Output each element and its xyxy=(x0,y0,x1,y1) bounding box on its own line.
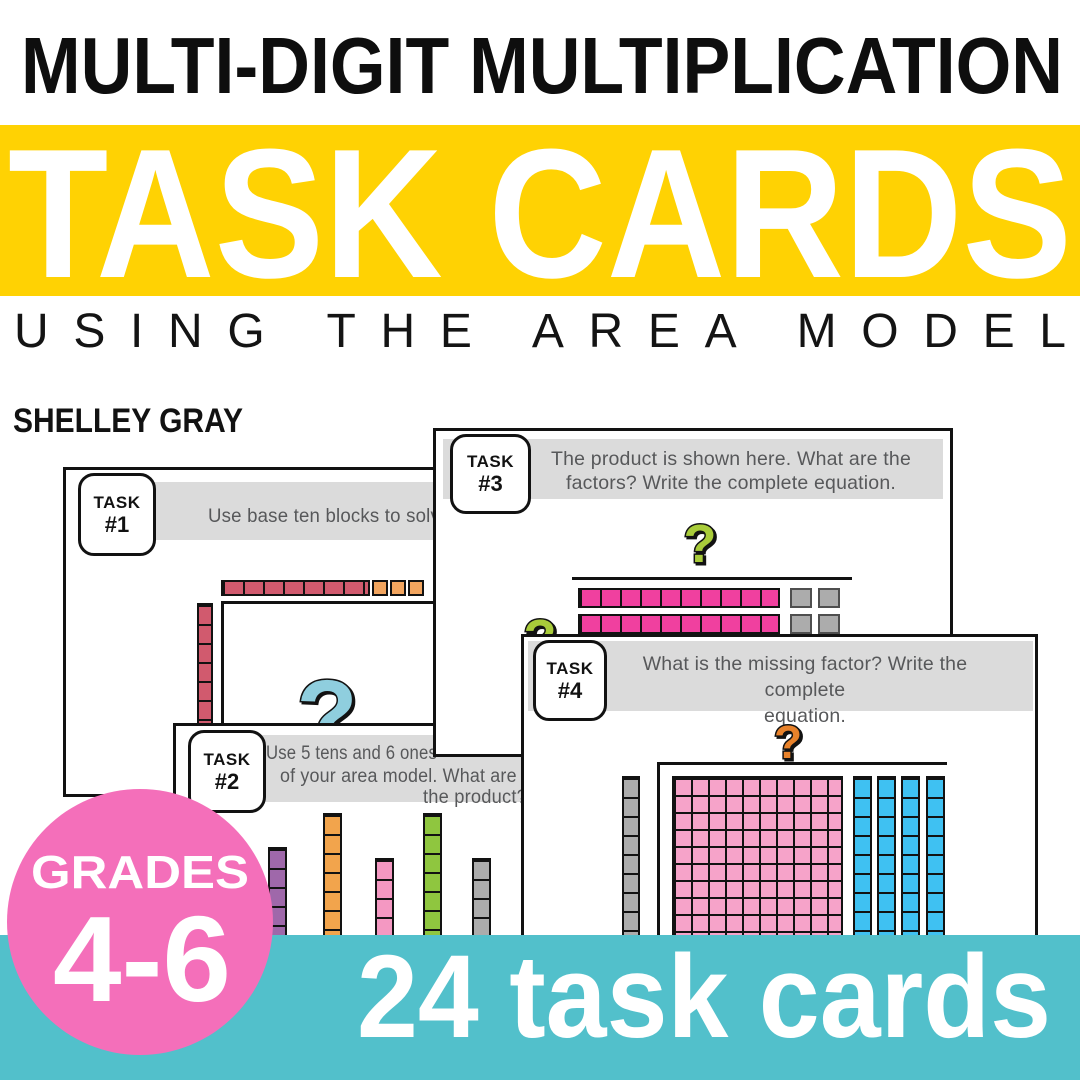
card1-badge-label: TASK xyxy=(93,492,141,512)
question-mark-icon: ? xyxy=(682,513,718,576)
main-title: TASK CARDS xyxy=(8,110,1072,316)
area-model-left-line xyxy=(657,762,660,992)
base-ten-unit-gray xyxy=(818,614,840,634)
card4-prompt: What is the missing factor? Write the co… xyxy=(610,651,1000,729)
base-ten-rod-orange xyxy=(323,813,342,967)
base-ten-rod-magenta xyxy=(578,614,780,634)
card4-prompt-line2: equation. xyxy=(763,705,847,727)
base-ten-rod-rose-vertical xyxy=(197,603,213,733)
grades-badge-text: GRADES 4-6 xyxy=(31,846,249,1027)
card4-badge-number: #4 xyxy=(557,677,583,703)
card2-prompt-line3: the product? xyxy=(423,787,527,808)
grades-badge: GRADES 4-6 xyxy=(7,789,273,1055)
base-ten-rod-gray xyxy=(622,776,640,960)
base-ten-rod-rose-horizontal xyxy=(221,580,370,596)
card3-prompt-line2: factors? Write the complete equation. xyxy=(565,472,897,494)
card3-badge-label: TASK xyxy=(466,452,514,471)
card4-badge-label: TASK xyxy=(546,658,594,678)
area-model-top-line xyxy=(657,762,947,765)
area-model-left-line xyxy=(221,601,224,751)
card2-badge-label: TASK xyxy=(203,749,251,769)
svg-text:?: ? xyxy=(684,514,717,574)
base-ten-unit-orange xyxy=(390,580,406,596)
base-ten-rod-green xyxy=(423,813,442,967)
subtitle: USING THE AREA MODEL xyxy=(14,305,1066,358)
base-ten-rod-blue xyxy=(853,776,872,960)
area-model-top-line xyxy=(221,601,516,604)
author-text: SHELLEY GRAY xyxy=(13,402,243,440)
base-ten-rod-magenta xyxy=(578,588,780,608)
card4-task-badge: TASK #4 xyxy=(533,640,607,721)
kicker-headline: MULTI-DIGIT MULTIPLICATION xyxy=(21,21,1063,110)
base-ten-rod-blue xyxy=(901,776,920,960)
base-ten-rod-blue xyxy=(877,776,896,960)
grades-label: GRADES xyxy=(31,846,249,898)
card2-prompt-line1: Use 5 tens and 6 ones xyxy=(266,743,437,764)
card3-prompt-line1: The product is shown here. What are the xyxy=(550,448,912,470)
base-ten-unit-orange xyxy=(408,580,424,596)
card1-prompt: Use base ten blocks to solv xyxy=(208,506,440,527)
card3-prompt: The product is shown here. What are the … xyxy=(526,447,936,495)
kicker-text: MULTI-DIGIT MULTIPLICATION xyxy=(21,21,1063,110)
base-ten-unit-orange xyxy=(372,580,388,596)
card3-task-badge: TASK #3 xyxy=(450,434,531,514)
card1-prompt-text: Use base ten blocks to solv xyxy=(208,506,440,527)
author: SHELLEY GRAY xyxy=(13,402,243,440)
svg-text:?: ? xyxy=(774,716,802,768)
base-ten-unit-gray xyxy=(790,614,812,634)
question-mark-icon: ? xyxy=(772,715,803,770)
card2-prompt-line2: of your area model. What are t xyxy=(280,766,527,787)
footer-text: 24 task cards xyxy=(357,931,1051,1063)
base-ten-unit-gray xyxy=(818,588,840,608)
card1-task-badge: TASK #1 xyxy=(78,473,156,556)
grades-range: 4-6 xyxy=(53,891,231,1027)
task-card-4: TASK #4 What is the missing factor? Writ… xyxy=(521,634,1038,992)
card4-prompt-banner xyxy=(528,641,1033,711)
base-ten-rod-blue xyxy=(926,776,945,960)
card3-badge-number: #3 xyxy=(478,471,503,496)
footer-title: 24 task cards xyxy=(357,931,1051,1063)
area-model-top-line xyxy=(572,577,852,580)
card2-task-badge: TASK #2 xyxy=(188,730,266,813)
main-title-text: TASK CARDS xyxy=(8,110,1072,316)
card2-badge-number: #2 xyxy=(214,768,240,794)
card2-prompt: Use 5 tens and 6 ones of your area model… xyxy=(266,743,527,808)
yellow-title-band xyxy=(0,125,1080,296)
teal-footer-band: 24 task cards xyxy=(0,931,1080,1080)
card1-badge-number: #1 xyxy=(104,511,130,537)
card4-prompt-line1: What is the missing factor? Write the co… xyxy=(642,653,968,701)
hundred-flat-pink xyxy=(672,776,843,952)
subtitle-text: USING THE AREA MODEL xyxy=(14,305,1066,358)
base-ten-unit-gray xyxy=(790,588,812,608)
